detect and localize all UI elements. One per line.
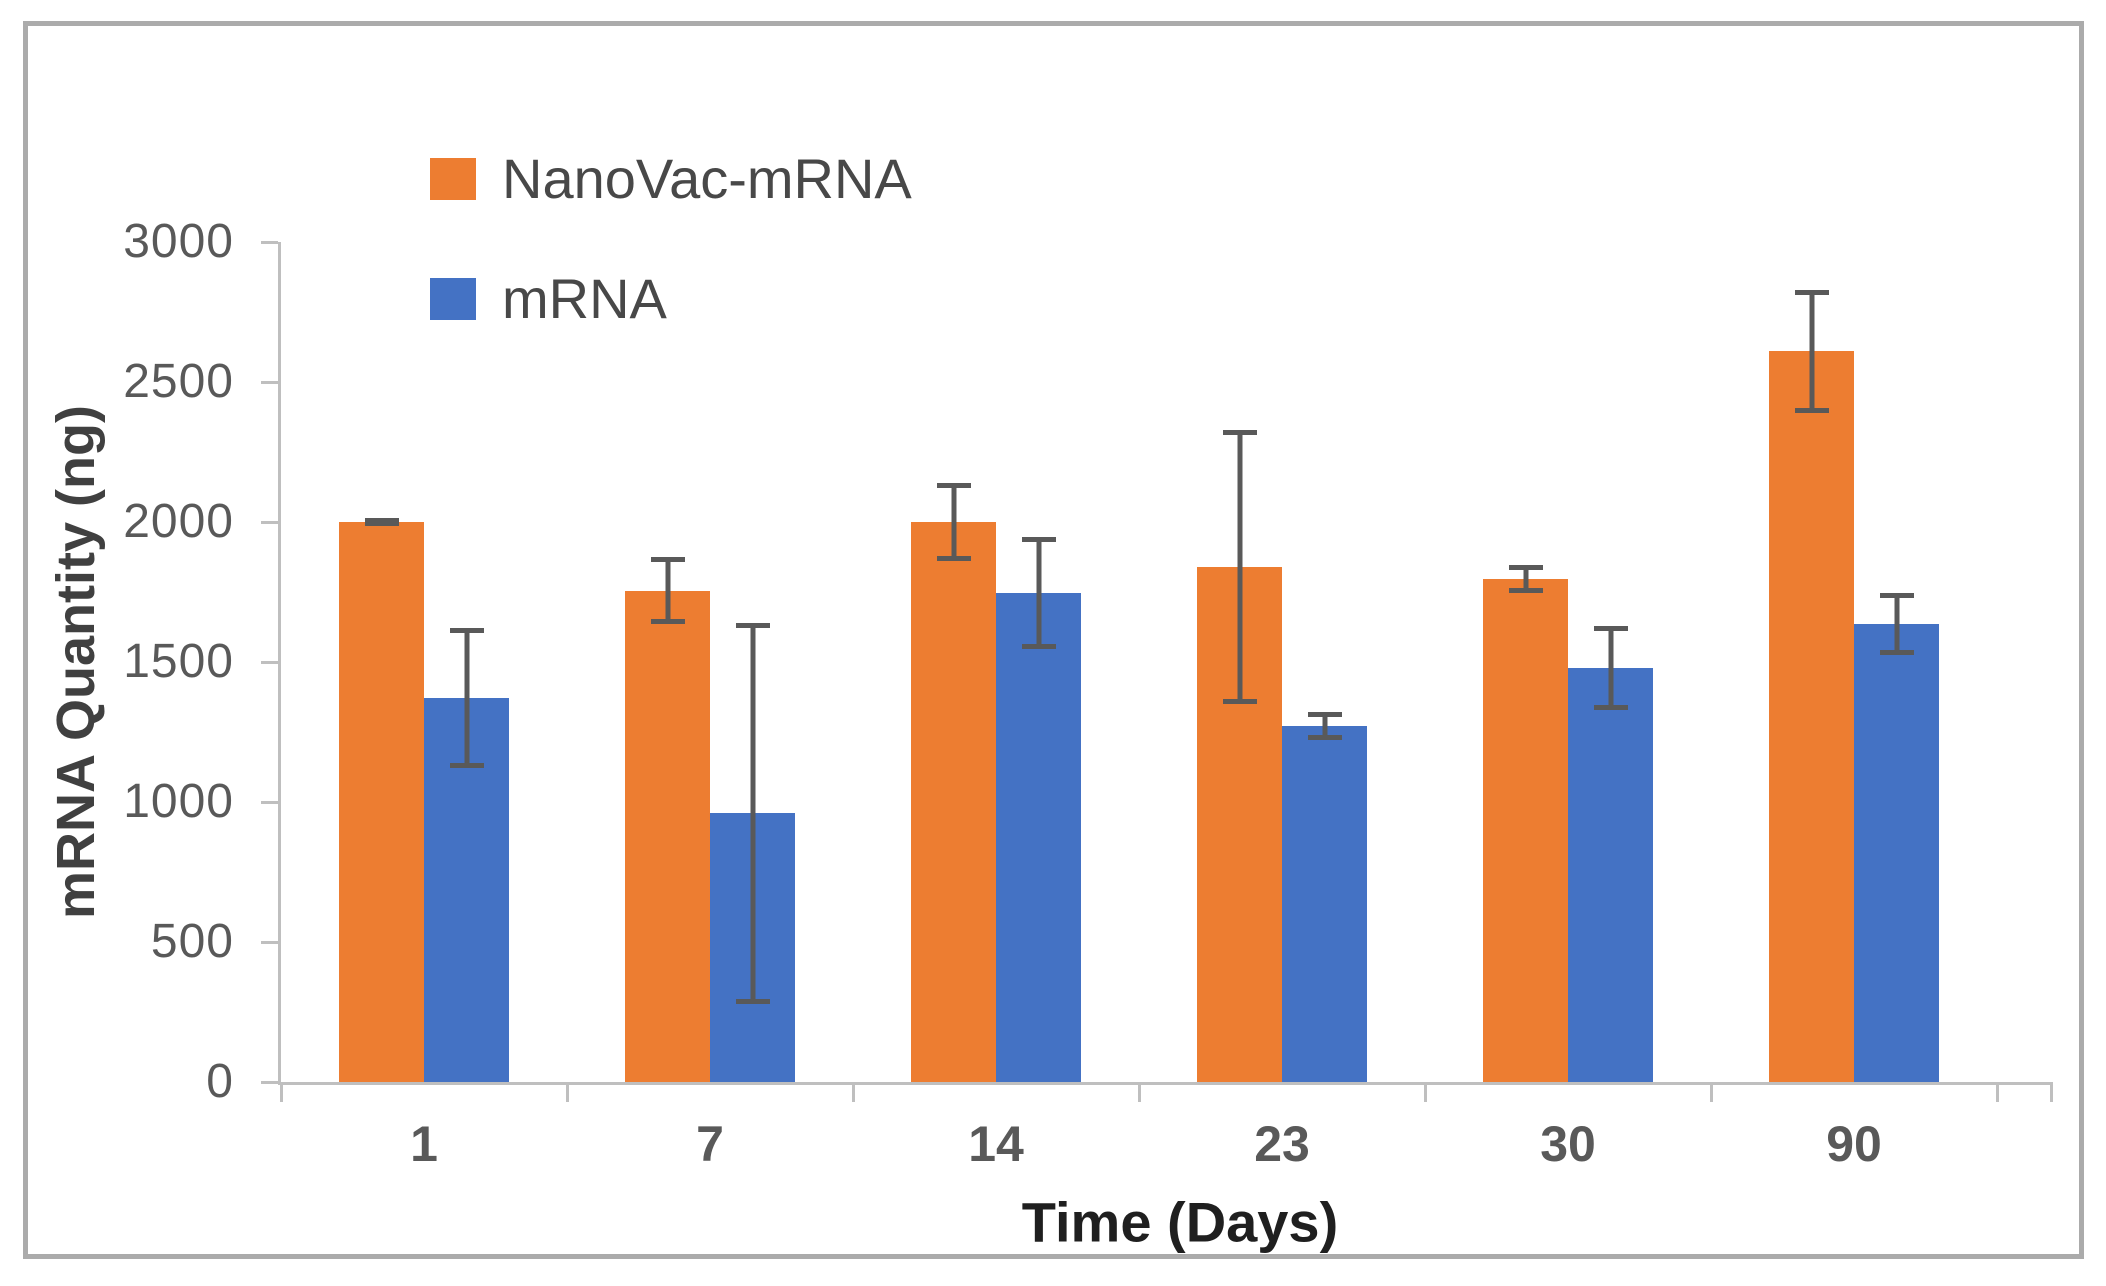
y-tick-label-500: 500 (150, 915, 234, 968)
x-axis-tick (1138, 1085, 1141, 1102)
legend-item-nanovac-mrna: NanoVac-mRNA (430, 146, 912, 211)
x-tick-label-1: 1 (410, 1116, 438, 1172)
error-bar-cap (1794, 289, 1829, 295)
error-bar-cap (1508, 588, 1543, 594)
bar-mrna-day-23 (1282, 726, 1367, 1082)
x-tick-label-14: 14 (968, 1116, 1024, 1172)
error-bar-cap (1879, 593, 1914, 599)
error-bar-nanovac-mrna-day-1 (364, 517, 399, 527)
x-tick-label-30: 30 (1540, 1116, 1596, 1172)
bar-nanovac-mrna-day-7 (625, 590, 710, 1082)
legend-label-mrna: mRNA (502, 267, 667, 330)
bar-mrna-day-90 (1854, 624, 1939, 1082)
error-bar-line (1809, 289, 1814, 413)
x-axis-tick (1424, 1085, 1427, 1102)
error-bar-cap (364, 521, 399, 527)
error-bar-cap (1222, 429, 1257, 435)
y-tick-label-2500: 2500 (123, 355, 234, 408)
error-bar-cap (936, 556, 971, 562)
error-bar-cap (1593, 704, 1628, 710)
legend-swatch-nanovac-mrna (430, 157, 476, 200)
y-axis-line (278, 242, 281, 1085)
x-tick-label-7: 7 (696, 1116, 724, 1172)
error-bar-mrna-day-30 (1593, 625, 1628, 710)
error-bar-line (464, 628, 469, 769)
error-bar-line (1036, 537, 1041, 650)
error-bar-cap (650, 557, 685, 562)
error-bar-line (1608, 625, 1613, 710)
x-axis-title: Time (Days) (1021, 1190, 1339, 1254)
error-bar-nanovac-mrna-day-23 (1222, 429, 1257, 704)
error-bar-cap (1307, 712, 1342, 718)
error-bar-cap (1021, 644, 1056, 650)
error-bar-line (1523, 565, 1528, 594)
legend-swatch-mrna (430, 277, 476, 320)
y-tick-label-0: 0 (206, 1055, 234, 1108)
y-tick-label-1500: 1500 (123, 635, 234, 688)
error-bar-line (1237, 429, 1242, 704)
error-bar-mrna-day-1 (449, 628, 484, 769)
error-bar-cap (1307, 735, 1342, 741)
x-axis-tick (1710, 1085, 1713, 1102)
y-axis-tick (261, 941, 278, 944)
x-axis-tick (566, 1085, 569, 1102)
legend-label-nanovac-mrna: NanoVac-mRNA (502, 147, 912, 210)
x-axis-tick (280, 1085, 283, 1102)
error-bar-mrna-day-14 (1021, 537, 1056, 650)
error-bar-cap (735, 998, 770, 1004)
bar-mrna-day-14 (996, 593, 1081, 1082)
x-axis-end-tick (2050, 1085, 2053, 1102)
y-axis-tick (261, 661, 278, 664)
error-bar-nanovac-mrna-day-14 (936, 482, 971, 562)
x-tick-label-90: 90 (1826, 1116, 1882, 1172)
error-bar-nanovac-mrna-day-30 (1508, 565, 1543, 594)
error-bar-line (951, 482, 956, 562)
error-bar-line (750, 622, 755, 1004)
x-axis-line (278, 1082, 2053, 1085)
bar-nanovac-mrna-day-90 (1769, 351, 1854, 1082)
x-axis-tick (852, 1085, 855, 1102)
y-axis-tick (261, 1081, 278, 1084)
error-bar-cap (1021, 537, 1056, 543)
error-bar-cap (650, 619, 685, 625)
x-axis-tick (1996, 1085, 1999, 1102)
error-bar-line (1894, 593, 1899, 655)
error-bar-cap (449, 763, 484, 769)
error-bar-cap (1508, 565, 1543, 571)
error-bar-cap (936, 482, 971, 488)
error-bar-mrna-day-7 (735, 622, 770, 1004)
error-bar-cap (1794, 407, 1829, 413)
error-bar-cap (1222, 698, 1257, 704)
error-bar-mrna-day-90 (1879, 593, 1914, 655)
y-tick-label-2000: 2000 (123, 495, 234, 548)
error-bar-cap (735, 622, 770, 628)
y-tick-label-1000: 1000 (123, 775, 234, 828)
y-axis-tick (261, 381, 278, 384)
error-bar-cap (1593, 625, 1628, 631)
legend-item-mrna: mRNA (430, 266, 667, 331)
bar-nanovac-mrna-day-1 (339, 522, 424, 1082)
error-bar-nanovac-mrna-day-90 (1794, 289, 1829, 413)
error-bar-line (1322, 712, 1327, 741)
error-bar-line (665, 557, 670, 625)
error-bar-cap (449, 628, 484, 634)
y-axis-tick (261, 521, 278, 524)
x-tick-label-23: 23 (1254, 1116, 1310, 1172)
bar-mrna-day-30 (1568, 667, 1653, 1082)
error-bar-nanovac-mrna-day-7 (650, 557, 685, 625)
y-axis-tick (261, 241, 278, 244)
error-bar-mrna-day-23 (1307, 712, 1342, 741)
bar-nanovac-mrna-day-14 (911, 522, 996, 1082)
error-bar-cap (364, 517, 399, 523)
y-axis-tick (261, 801, 278, 804)
y-tick-label-3000: 3000 (123, 215, 234, 268)
error-bar-cap (1879, 649, 1914, 655)
bar-nanovac-mrna-day-30 (1483, 579, 1568, 1082)
